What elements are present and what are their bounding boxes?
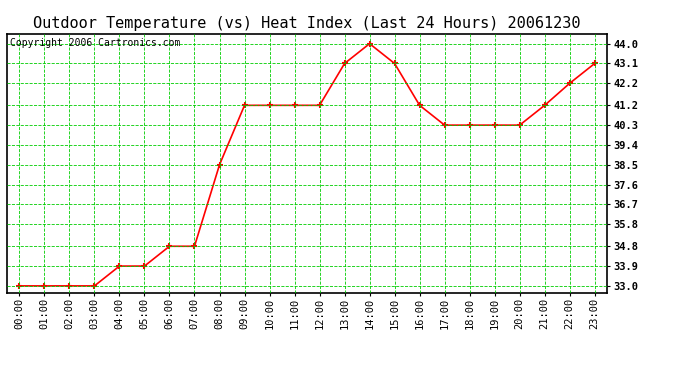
Text: Copyright 2006 Cartronics.com: Copyright 2006 Cartronics.com [10,38,180,48]
Title: Outdoor Temperature (vs) Heat Index (Last 24 Hours) 20061230: Outdoor Temperature (vs) Heat Index (Las… [33,16,581,31]
